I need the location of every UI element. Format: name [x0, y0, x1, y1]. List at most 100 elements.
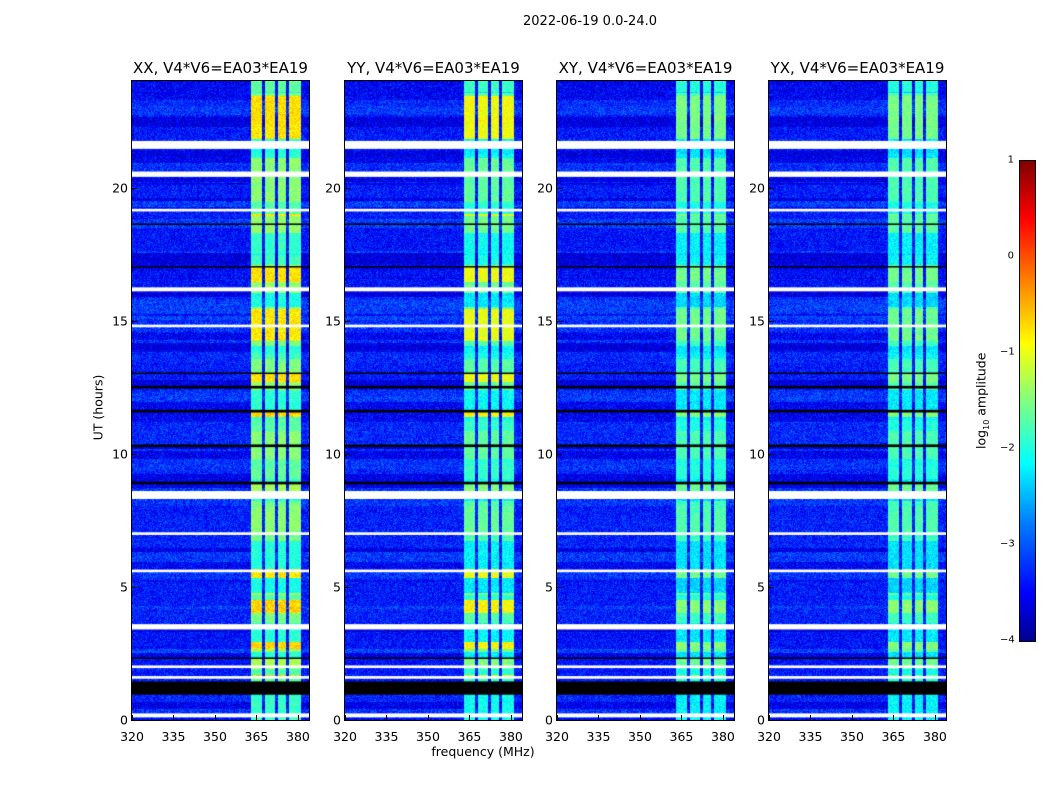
panel-title: YY, V4*V6=EA03*EA19	[347, 59, 520, 77]
x-tick	[256, 715, 258, 720]
y-tick	[769, 320, 774, 322]
x-tick-label: 335	[161, 729, 186, 744]
y-tick-label: 15	[112, 313, 128, 329]
colorbar-label-sub: 10	[981, 419, 991, 430]
x-tick-label: 320	[757, 729, 781, 744]
y-tick-label: 15	[749, 313, 765, 329]
x-tick-label: 350	[416, 729, 440, 744]
x-tick-label: 380	[499, 729, 523, 744]
x-tick-label: 380	[711, 729, 735, 744]
x-tick-label: 350	[203, 729, 227, 744]
y-tick-label: 10	[325, 446, 341, 462]
x-tick	[386, 715, 388, 720]
y-tick	[769, 720, 774, 721]
x-tick-label: 320	[120, 729, 144, 744]
y-tick	[132, 320, 137, 322]
y-tick	[345, 720, 350, 721]
spectrogram-panel: YX, V4*V6=EA03*EA19 320 335 350 365 380 0 5 10 15…	[749, 59, 947, 744]
colorbar-tick-label: −3	[1000, 538, 1015, 550]
x-tick	[345, 715, 346, 720]
spectrogram-heatmap	[132, 81, 309, 720]
x-axis-label: frequency (MHz)	[431, 744, 535, 759]
y-tick	[557, 720, 562, 721]
y-tick	[345, 453, 350, 455]
y-tick-label: 15	[537, 313, 553, 329]
y-tick	[769, 586, 774, 588]
colorbar	[1019, 160, 1036, 642]
y-tick-label: 10	[749, 446, 765, 462]
x-tick-label: 365	[669, 729, 694, 744]
x-tick	[132, 715, 133, 720]
colorbar-label: log10 amplitude	[973, 339, 991, 463]
y-tick	[557, 453, 562, 455]
x-tick	[297, 715, 299, 720]
x-tick-label: 350	[628, 729, 652, 744]
y-tick-label: 10	[112, 446, 128, 462]
y-tick-label: 5	[757, 579, 765, 595]
y-tick	[557, 187, 562, 189]
x-tick-label: 335	[798, 729, 823, 744]
y-tick-label: 5	[333, 579, 341, 595]
x-tick-label: 320	[333, 729, 357, 744]
x-tick	[173, 715, 175, 720]
y-tick-label: 20	[537, 180, 553, 195]
colorbar-label-rest: amplitude	[973, 352, 989, 420]
x-tick-label: 380	[923, 729, 947, 744]
x-tick	[769, 715, 770, 720]
x-tick-label: 350	[840, 729, 864, 744]
y-tick	[769, 453, 774, 455]
x-tick	[851, 715, 853, 720]
panel-title: YX, V4*V6=EA03*EA19	[770, 59, 945, 77]
y-tick-label: 0	[333, 712, 341, 728]
x-tick-label: 365	[457, 729, 482, 744]
y-tick-label: 20	[325, 180, 341, 195]
colorbar-tick-label: 1	[1007, 154, 1014, 166]
x-tick	[557, 715, 558, 720]
x-tick-label: 335	[586, 729, 611, 744]
x-tick	[214, 715, 216, 720]
x-tick-label: 365	[881, 729, 906, 744]
y-tick-label: 20	[749, 180, 765, 195]
x-tick	[934, 715, 936, 720]
panel-title: XY, V4*V6=EA03*EA19	[558, 59, 733, 77]
y-tick-label: 5	[545, 579, 553, 595]
x-tick	[427, 715, 429, 720]
y-tick	[132, 187, 137, 189]
y-tick	[345, 320, 350, 322]
x-tick-label: 365	[244, 729, 269, 744]
y-tick-label: 0	[545, 712, 553, 728]
x-tick-label: 380	[286, 729, 310, 744]
x-tick	[639, 715, 641, 720]
spectrogram-heatmap	[557, 81, 734, 720]
x-tick	[893, 715, 895, 720]
spectrogram-panel: YY, V4*V6=EA03*EA19 320 335 350 365 380 0 5 10 15…	[325, 59, 523, 744]
y-tick-label: 10	[537, 446, 553, 462]
colorbar-tick-label: −2	[1000, 442, 1015, 454]
y-tick	[132, 453, 137, 455]
y-tick	[132, 586, 137, 588]
colorbar-tick-label: −4	[1000, 634, 1015, 646]
colorbar-tick-label: 0	[1007, 250, 1014, 262]
y-tick-label: 0	[757, 712, 765, 728]
y-tick	[769, 187, 774, 189]
y-tick-label: 0	[120, 712, 128, 728]
colorbar-tick-label: −1	[1000, 346, 1015, 358]
y-tick	[132, 720, 137, 721]
figure-title: 2022-06-19 0.0-24.0	[523, 14, 657, 29]
colorbar-label-main: log	[973, 429, 989, 449]
x-tick	[510, 715, 512, 720]
x-tick	[598, 715, 600, 720]
spectrogram-heatmap	[345, 81, 522, 720]
x-tick	[469, 715, 471, 720]
y-tick	[557, 320, 562, 322]
y-tick-label: 5	[120, 579, 128, 595]
x-tick	[810, 715, 812, 720]
y-tick-label: 20	[112, 180, 128, 195]
x-tick	[681, 715, 683, 720]
x-tick-label: 335	[374, 729, 399, 744]
y-tick	[345, 586, 350, 588]
x-tick-label: 320	[545, 729, 569, 744]
panel-title: XX, V4*V6=EA03*EA19	[133, 59, 308, 77]
spectrogram-panel: XY, V4*V6=EA03*EA19 320 335 350 365 380 0 5 10 15…	[537, 59, 735, 744]
y-tick	[345, 187, 350, 189]
